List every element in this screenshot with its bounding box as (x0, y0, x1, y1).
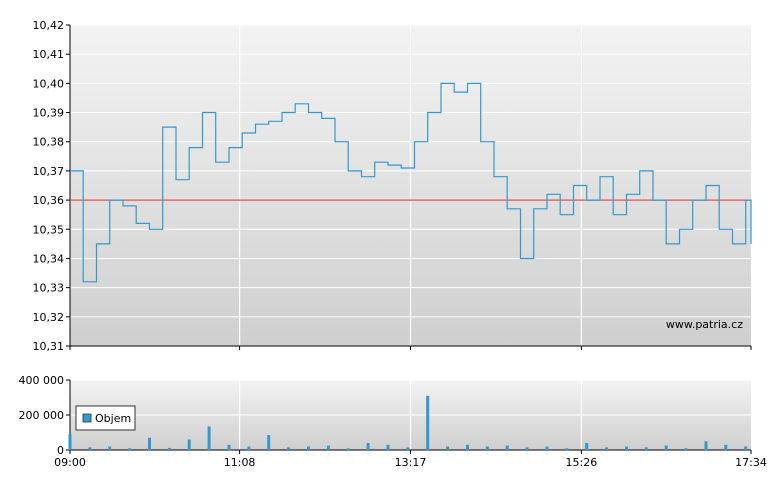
volume-y-tick-label: 0 (57, 444, 64, 457)
price-y-tick-label: 10,37 (33, 165, 65, 178)
price-y-ticks: 10,42 10,41 10,40 10,39 10,38 10,37 10,36 10,35… (33, 19, 751, 353)
x-tick-label: 17:34 (735, 456, 767, 469)
price-line (70, 82, 752, 283)
volume-bar (664, 445, 668, 450)
volume-bar (406, 447, 410, 450)
volume-bar (148, 437, 151, 451)
price-y-tick-label: 10,40 (33, 77, 65, 90)
volume-bar (545, 446, 549, 450)
price-y-tick-label: 10,39 (33, 107, 65, 120)
legend-swatch (82, 413, 92, 423)
volume-bar (366, 443, 370, 450)
volume-bar (88, 447, 92, 450)
volume-bar (724, 444, 728, 451)
volume-bar (128, 448, 132, 451)
volume-bar (485, 446, 489, 450)
price-y-tick-label: 10,42 (33, 19, 65, 32)
volume-bar (644, 447, 648, 450)
volume-bar (704, 441, 708, 451)
volume-bar (744, 446, 748, 450)
volume-bar (207, 426, 211, 450)
price-y-tick-label: 10,34 (33, 252, 65, 265)
volume-bar (326, 445, 330, 450)
volume-bar (625, 446, 628, 450)
x-tick-label: 11:08 (224, 456, 256, 469)
volume-bar (307, 446, 310, 450)
price-y-tick-label: 10,41 (33, 48, 65, 61)
volume-bar (466, 444, 469, 451)
legend-label: Objem (95, 412, 131, 425)
volume-y-tick-label: 200 000 (19, 409, 65, 422)
volume-bar (684, 448, 688, 451)
volume-bar (108, 446, 112, 450)
volume-bar (426, 395, 430, 451)
price-y-tick-label: 10,38 (33, 136, 65, 149)
volume-bar (386, 444, 390, 451)
volume-bar (287, 447, 291, 450)
x-tick-label: 15:26 (566, 456, 598, 469)
volume-bar (605, 447, 609, 450)
price-panel: 10,42 10,41 10,40 10,39 10,38 10,37 10,36 10,35… (33, 19, 752, 353)
volume-bar (68, 434, 72, 451)
volume-bar (187, 439, 191, 450)
volume-y-tick-label: 400 000 (19, 374, 65, 387)
price-y-tick-label: 10,33 (33, 282, 65, 295)
volume-bar (167, 447, 171, 450)
price-y-tick-label: 10,35 (33, 223, 65, 236)
volume-bar (346, 448, 350, 451)
volume-bar (565, 448, 569, 451)
volume-panel: 400 000 200 000 0 Objem (19, 374, 751, 457)
volume-bar (227, 444, 231, 451)
x-axis: 09:00 11:08 13:17 15:26 17:34 (54, 346, 767, 469)
volume-legend: Objem (75, 405, 136, 431)
volume-bar (446, 446, 450, 450)
volume-bar (247, 446, 251, 450)
volume-bar (525, 447, 529, 450)
volume-bar (267, 435, 271, 450)
price-y-tick-label: 10,32 (33, 311, 65, 324)
x-tick-label: 13:17 (395, 456, 427, 469)
volume-bars (68, 395, 748, 451)
price-y-tick-label: 10,31 (33, 340, 65, 353)
x-tick-label: 09:00 (54, 456, 86, 469)
watermark-annotation: www.patria.cz (666, 318, 743, 331)
price-y-tick-label: 10,36 (33, 194, 65, 207)
volume-bar (505, 445, 509, 450)
volume-bar (585, 443, 589, 450)
